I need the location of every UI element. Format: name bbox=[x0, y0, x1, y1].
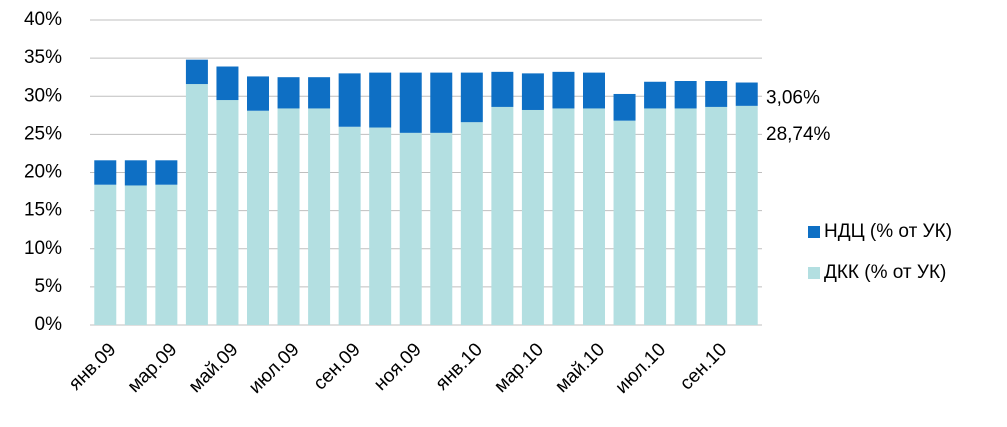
x-tick-label: сен.09 bbox=[310, 339, 365, 394]
y-tick-label: 25% bbox=[24, 123, 62, 144]
bar-segment bbox=[94, 184, 117, 325]
y-tick-label: 20% bbox=[24, 162, 62, 183]
bar-segment bbox=[124, 160, 147, 186]
bar-segment bbox=[94, 160, 117, 185]
bar-segment bbox=[155, 160, 178, 185]
y-tick-label: 35% bbox=[24, 47, 62, 68]
bar-segment bbox=[735, 82, 758, 106]
bar-segment bbox=[277, 108, 300, 325]
bar-segment bbox=[735, 105, 758, 325]
x-tick-label: янв.10 bbox=[432, 339, 487, 394]
bar-segment bbox=[338, 73, 361, 127]
bar-segment bbox=[185, 84, 208, 325]
bar-segment bbox=[216, 66, 239, 101]
bar-segment bbox=[338, 126, 361, 325]
bar-segment bbox=[705, 106, 728, 325]
bar-segment bbox=[583, 108, 605, 325]
x-tick-label: мар.10 bbox=[490, 339, 548, 397]
x-tick-label: июл.10 bbox=[612, 339, 671, 398]
bar-segment bbox=[491, 106, 514, 325]
x-tick-label: янв.09 bbox=[65, 339, 120, 394]
legend-label: ДКК (% от УК) bbox=[824, 262, 946, 283]
bar-segment bbox=[308, 77, 331, 109]
x-tick-label: июл.09 bbox=[245, 339, 304, 398]
bar-segment bbox=[247, 110, 269, 325]
x-tick-label: май.09 bbox=[185, 339, 243, 397]
legend-swatch bbox=[808, 226, 820, 238]
x-tick-label: май.10 bbox=[551, 339, 609, 397]
bar-segment bbox=[644, 108, 667, 325]
bar-segment bbox=[521, 109, 544, 325]
bar-segment bbox=[216, 100, 239, 325]
bar-segment bbox=[460, 122, 483, 325]
bar-segment bbox=[674, 108, 697, 325]
bar-segment bbox=[674, 81, 697, 109]
bar-segment bbox=[552, 71, 575, 109]
legend-swatch bbox=[808, 267, 820, 279]
bar-segment bbox=[399, 72, 422, 133]
bar-segment bbox=[247, 76, 269, 111]
bar-segment bbox=[399, 132, 422, 325]
y-tick-label: 5% bbox=[35, 276, 63, 297]
y-tick-label: 30% bbox=[24, 85, 62, 106]
y-tick-label: 10% bbox=[24, 238, 62, 259]
bar-segment bbox=[308, 108, 331, 325]
value-label: 28,74% bbox=[766, 124, 831, 145]
bar-segment bbox=[430, 72, 453, 133]
bar-segment bbox=[185, 59, 208, 85]
bar-segment bbox=[155, 184, 178, 325]
bar-segment bbox=[369, 127, 392, 325]
bar-segment bbox=[644, 81, 667, 109]
bar-segment bbox=[613, 120, 636, 326]
bar-segment bbox=[460, 72, 483, 123]
value-label: 3,06% bbox=[766, 88, 820, 109]
bar-segment bbox=[552, 108, 575, 325]
y-tick-label: 40% bbox=[24, 9, 62, 30]
x-tick-label: сен.10 bbox=[676, 339, 731, 394]
x-tick-label: мар.09 bbox=[124, 339, 182, 397]
bar-segment bbox=[277, 77, 300, 109]
bar-segment bbox=[491, 71, 514, 107]
y-tick-label: 15% bbox=[24, 200, 62, 221]
bar-segment bbox=[369, 72, 392, 128]
bar-segment bbox=[521, 73, 544, 110]
bar-segment bbox=[430, 132, 453, 325]
bar-segment bbox=[124, 185, 147, 325]
bar-segment bbox=[583, 72, 605, 109]
x-tick-label: ноя.09 bbox=[370, 339, 426, 395]
legend-label: НДЦ (% от УК) bbox=[824, 221, 952, 242]
y-tick-label: 0% bbox=[35, 314, 63, 335]
bar-segment bbox=[613, 93, 636, 121]
bar-segment bbox=[705, 81, 728, 107]
